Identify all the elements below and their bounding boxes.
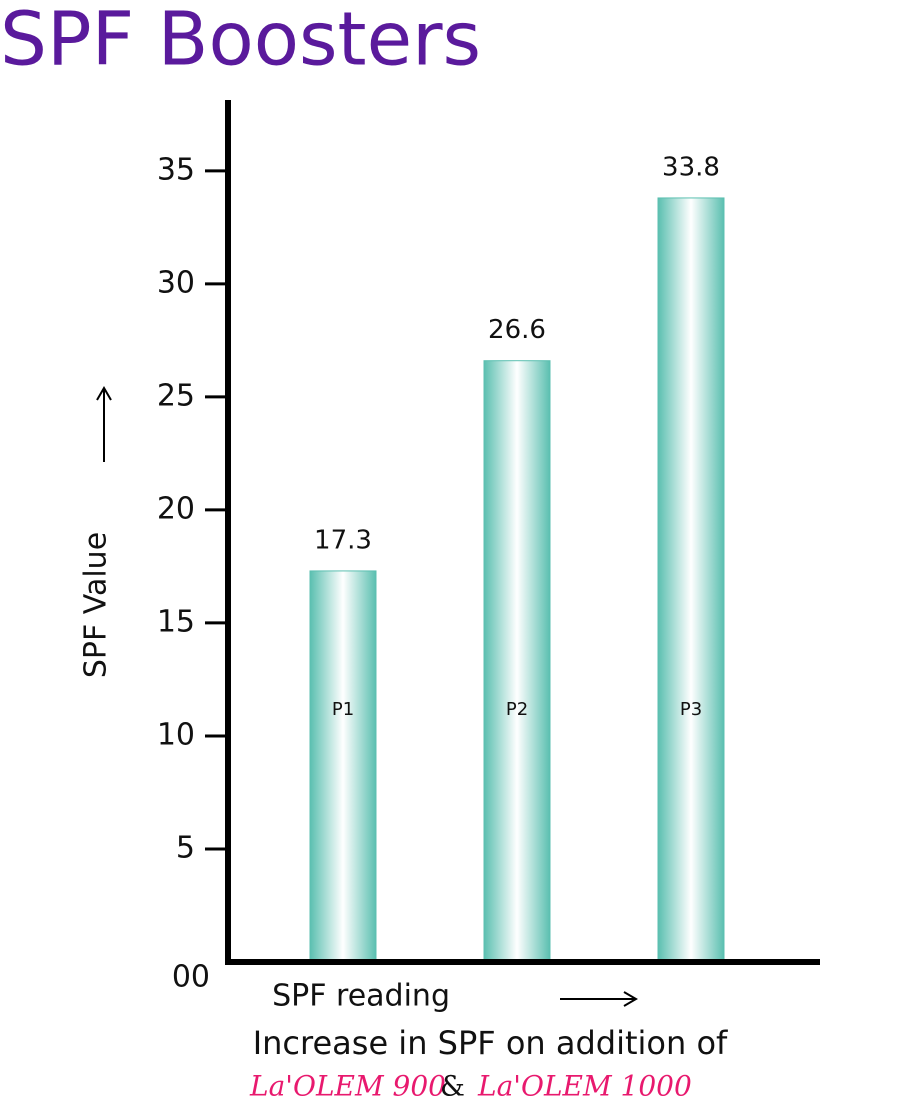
product-name: La'OLEM 900: [249, 1070, 446, 1103]
y-tick-label: 20: [157, 491, 195, 526]
subtitle: Increase in SPF on addition of: [253, 1024, 728, 1062]
category-label: P3: [680, 699, 702, 720]
value-label: 33.8: [662, 152, 720, 182]
category-label: P2: [506, 699, 528, 720]
y-arrow: [96, 386, 112, 462]
y-tick-label: 25: [157, 378, 195, 413]
x-arrow: [560, 991, 638, 1007]
ampersand: &: [440, 1070, 465, 1103]
chart-title: SPF Boosters: [0, 0, 481, 83]
y-tick-label: 15: [157, 604, 195, 639]
product-name: La'OLEM 1000: [477, 1070, 692, 1103]
y-tick-label: 00: [172, 960, 210, 995]
y-tick-label: 10: [157, 717, 195, 752]
category-label: P1: [332, 699, 354, 720]
y-axis-label: SPF Value: [79, 532, 114, 678]
y-tick-label: 35: [157, 152, 195, 187]
plot-area: 00 5 10 15 20 25 30 35 17.3 P1 26.6 P2 33.8 P3: [157, 152, 725, 995]
y-tick-label: 30: [157, 265, 195, 300]
bar: [309, 570, 377, 963]
bar: [483, 360, 551, 963]
y-tick-label: 5: [176, 830, 195, 865]
value-label: 26.6: [488, 315, 546, 345]
x-axis-label: SPF reading: [272, 979, 450, 1014]
value-label: 17.3: [314, 525, 372, 555]
bar: [657, 197, 725, 963]
